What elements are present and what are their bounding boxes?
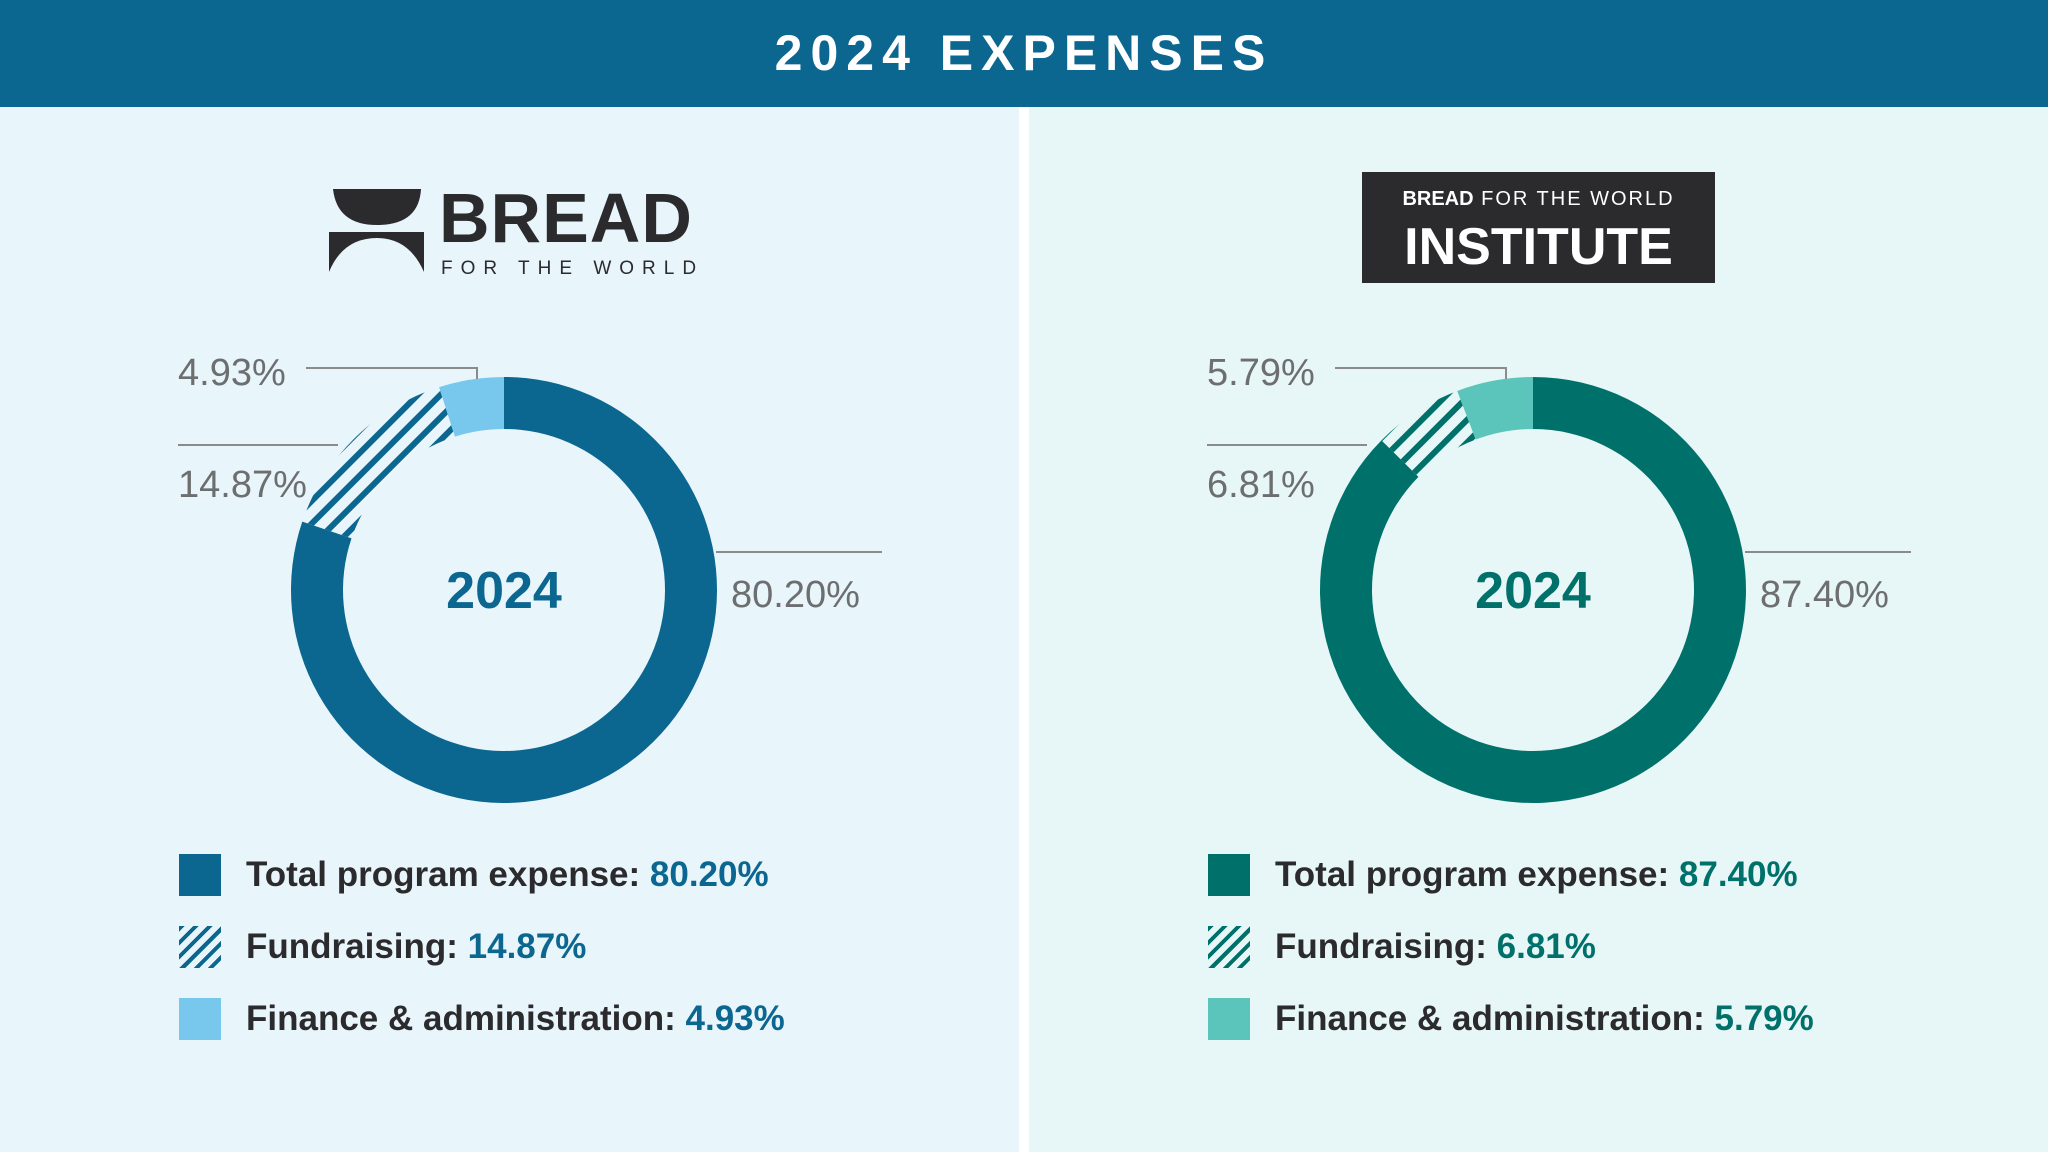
- legend-text: Fundraising: 14.87%: [246, 926, 586, 968]
- label-fundraising: 14.87%: [178, 464, 307, 506]
- logo-top-bold: BREAD: [1402, 188, 1474, 210]
- legend-value: 80.20%: [649, 855, 769, 894]
- legend-label: Finance & administration:: [246, 999, 686, 1038]
- legend-value: 5.79%: [1714, 999, 1814, 1038]
- institute-panel: BREAD FOR THE WORLD INSTITUTE 87.40% 6.81…: [1029, 107, 2048, 1152]
- leader-line-finance: [1335, 367, 1507, 379]
- logo-top-rest: FOR THE WORLD: [1481, 188, 1675, 210]
- bread-logo-mark-icon: [329, 189, 424, 272]
- legend-text: Total program expense: 87.40%: [1275, 854, 1798, 896]
- bread-panel: BREAD FOR THE WORLD 80.20% 14.87% 4.93% 202…: [0, 107, 1019, 1152]
- legend-value: 87.40%: [1678, 855, 1798, 894]
- slice-fundraising: [1381, 390, 1476, 477]
- logo-sub: FOR THE WORLD: [441, 258, 705, 279]
- slice-fundraising: [302, 387, 455, 539]
- center-label: 2024: [446, 562, 562, 620]
- legend-value: 14.87%: [467, 927, 587, 966]
- logo-main: INSTITUTE: [1404, 218, 1673, 276]
- legend-value: 6.81%: [1496, 927, 1596, 966]
- bread-for-the-world-logo: BREAD FOR THE WORLD: [329, 183, 699, 283]
- legend-label: Fundraising:: [246, 927, 468, 966]
- label-finance: 5.79%: [1207, 352, 1315, 394]
- legend-label: Total program expense:: [1275, 855, 1679, 894]
- legend-text: Finance & administration: 4.93%: [246, 998, 785, 1040]
- label-program: 87.40%: [1760, 574, 1889, 616]
- legend-text: Total program expense: 80.20%: [246, 854, 769, 896]
- legend-label: Total program expense:: [246, 855, 650, 894]
- logo-word: BREAD: [439, 179, 693, 257]
- legend-swatch: [179, 854, 221, 896]
- page-title: 2024 EXPENSES: [0, 0, 2048, 107]
- legend-label: Fundraising:: [1275, 927, 1497, 966]
- label-program: 80.20%: [731, 574, 860, 616]
- legend-text: Fundraising: 6.81%: [1275, 926, 1596, 968]
- legend-label: Finance & administration:: [1275, 999, 1715, 1038]
- slice-finance: [1457, 377, 1533, 440]
- donut-chart-institute: 87.40% 6.81% 5.79% 2024: [1207, 352, 1911, 804]
- legend-value: 4.93%: [685, 999, 785, 1038]
- bread-institute-logo: BREAD FOR THE WORLD INSTITUTE: [1362, 172, 1715, 283]
- leader-line-finance: [306, 367, 478, 379]
- legend-swatch: [179, 998, 221, 1040]
- legend-text: Finance & administration: 5.79%: [1275, 998, 1814, 1040]
- donut-chart-bread: 80.20% 14.87% 4.93% 2024: [178, 352, 882, 804]
- legend-swatch: [1208, 854, 1250, 896]
- legend-swatch: [1208, 998, 1250, 1040]
- center-label: 2024: [1475, 562, 1591, 620]
- label-finance: 4.93%: [178, 352, 286, 394]
- slice-finance: [439, 377, 504, 437]
- label-fundraising: 6.81%: [1207, 464, 1315, 506]
- legend-swatch: [1208, 926, 1250, 968]
- legend-swatch: [179, 926, 221, 968]
